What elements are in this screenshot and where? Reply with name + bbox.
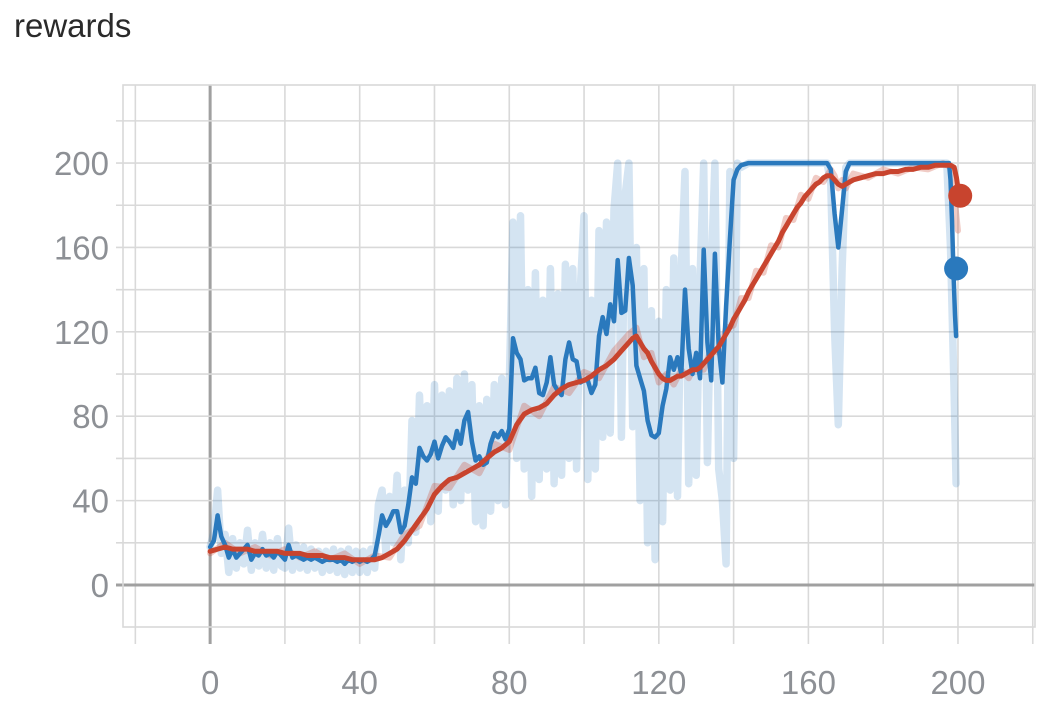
red-run-smoothed-end-dot (948, 183, 973, 208)
blue-run-smoothed-end-dot (944, 256, 969, 281)
y-tick-label: 160 (54, 229, 109, 266)
y-tick-label: 200 (54, 145, 109, 182)
y-tick-label: 120 (54, 314, 109, 351)
y-tick-label: 40 (72, 483, 109, 520)
x-tick-label: 120 (631, 664, 686, 701)
y-tick-label: 80 (72, 398, 109, 435)
red-run-smoothed-line (207, 162, 961, 563)
blue-run-raw-line (206, 159, 960, 579)
plot-border (122, 84, 1036, 628)
x-tick-label: 200 (930, 664, 985, 701)
x-tick-label: 0 (201, 664, 219, 701)
x-tick-label: 80 (491, 664, 528, 701)
x-tick-label: 160 (781, 664, 836, 701)
y-tick-label: 0 (91, 567, 109, 604)
chart-title: rewards (14, 7, 132, 44)
x-tick-label: 40 (341, 664, 378, 701)
